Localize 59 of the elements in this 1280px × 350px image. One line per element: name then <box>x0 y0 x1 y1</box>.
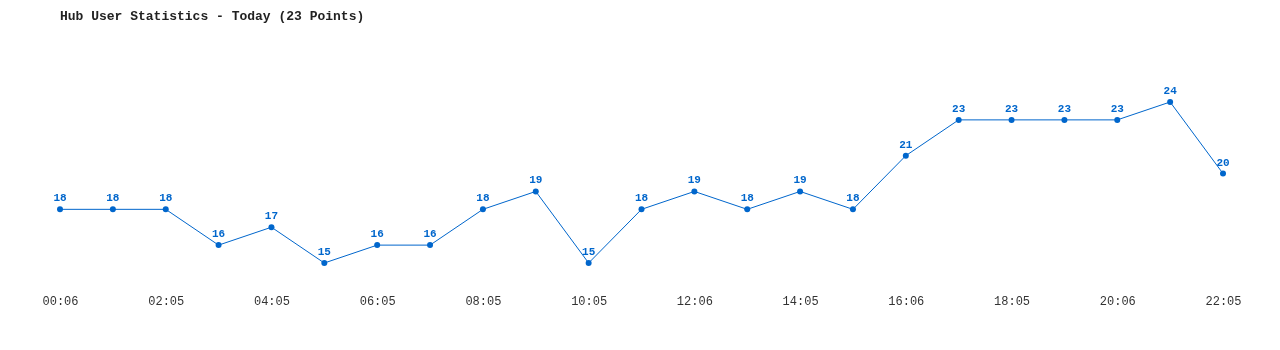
point <box>532 188 539 195</box>
data-label: 18 <box>106 192 120 205</box>
data-label: 19 <box>529 174 543 187</box>
point <box>1008 116 1015 123</box>
point <box>744 206 751 213</box>
point <box>374 242 381 249</box>
point <box>1167 99 1174 105</box>
data-label: 18 <box>846 192 860 205</box>
data-label: 16 <box>370 228 384 241</box>
data-label: 16 <box>211 228 226 241</box>
point <box>849 206 856 213</box>
x-tick-label: 04:05 <box>253 294 290 309</box>
point <box>321 260 328 266</box>
data-label: 23 <box>1057 102 1072 115</box>
point <box>57 206 63 213</box>
data-label: 16 <box>423 228 437 241</box>
data-label: 20 <box>1216 156 1230 169</box>
x-tick-label: 20:06 <box>1099 294 1136 309</box>
data-label: 18 <box>159 192 173 205</box>
point <box>1114 116 1121 123</box>
point <box>797 188 804 195</box>
x-tick-label: 18:05 <box>994 294 1031 309</box>
x-tick-label: 08:05 <box>465 294 502 309</box>
data-label: 18 <box>634 192 649 205</box>
point <box>268 224 275 231</box>
data-label: 18 <box>740 192 755 205</box>
data-label: 23 <box>1110 102 1125 115</box>
data-label: 24 <box>1163 85 1178 97</box>
data-label: 19 <box>793 174 807 187</box>
x-tick-label: 12:06 <box>676 294 713 309</box>
point <box>955 116 962 123</box>
point <box>585 260 592 266</box>
x-tick-label: 06:05 <box>359 294 396 309</box>
x-tick-label: 22:05 <box>1205 294 1242 309</box>
x-tick-label: 16:06 <box>888 294 925 309</box>
data-label: 18 <box>476 192 490 205</box>
data-label: 15 <box>317 246 332 258</box>
x-tick-label: 14:05 <box>782 294 819 309</box>
data-label: 21 <box>899 138 913 151</box>
point <box>479 206 486 213</box>
data-label: 17 <box>264 210 279 223</box>
data-label: 18 <box>53 192 67 205</box>
x-tick-label: 00:06 <box>42 294 79 309</box>
x-tick-label: 10:05 <box>571 294 608 309</box>
data-label: 23 <box>1004 102 1019 115</box>
point <box>1220 170 1226 177</box>
point <box>691 188 698 195</box>
point <box>427 242 434 249</box>
point <box>902 152 909 159</box>
x-tick-label: 02:05 <box>148 294 185 309</box>
point <box>162 206 169 213</box>
point <box>109 206 116 213</box>
point <box>215 242 222 249</box>
data-label: 19 <box>687 174 701 187</box>
chart-title: Hub User Statistics - Today (23 Points) <box>60 9 365 24</box>
point <box>1061 116 1068 123</box>
point <box>638 206 645 213</box>
data-label: 15 <box>582 246 596 258</box>
data-label: 23 <box>952 102 966 115</box>
